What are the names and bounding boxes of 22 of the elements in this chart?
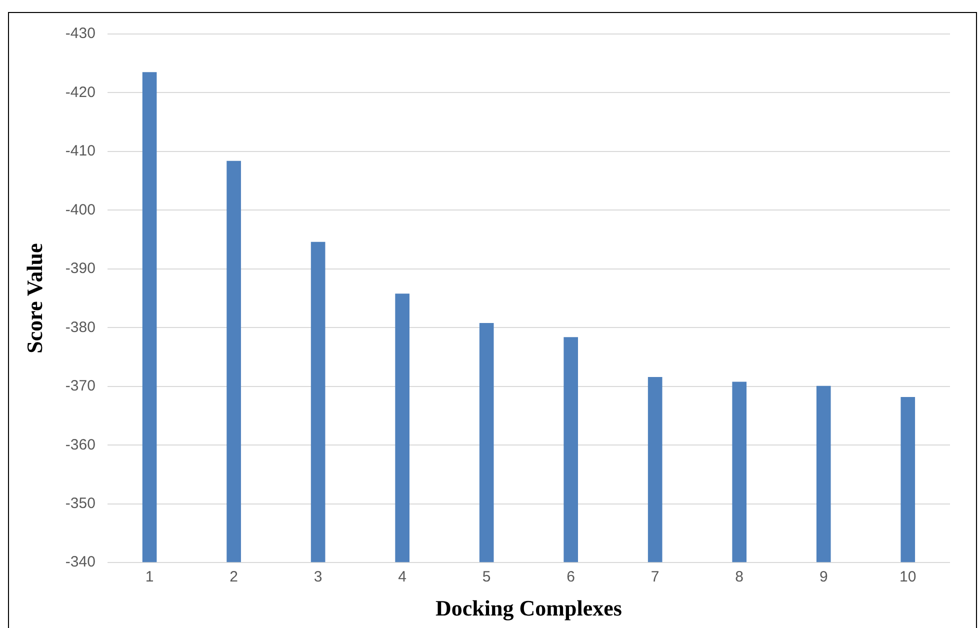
- x-tick-label: 10: [900, 568, 916, 586]
- x-tick-label: 6: [566, 568, 576, 586]
- x-tick-label: 1: [145, 568, 154, 586]
- x-tick-label: 4: [398, 568, 406, 586]
- x-tick-label: 7: [650, 568, 660, 586]
- x-tick-label: 3: [314, 568, 322, 586]
- x-axis-title: Docking Complexes: [436, 595, 622, 620]
- y-tick-label: -360: [65, 436, 96, 454]
- y-tick-label: -390: [65, 260, 96, 278]
- y-tick-label: -340: [65, 554, 96, 571]
- x-tick-label: 9: [819, 568, 828, 586]
- y-tick-label: -400: [65, 201, 96, 218]
- y-tick-label: -420: [65, 84, 96, 101]
- y-tick-label: -370: [65, 378, 96, 395]
- x-tick-label: 2: [230, 568, 238, 586]
- y-tick-label: -350: [65, 495, 96, 512]
- x-tick-label: 5: [482, 568, 491, 586]
- y-tick-label: -430: [65, 25, 96, 42]
- y-tick-label: -380: [65, 318, 96, 336]
- x-tick-label: 8: [735, 568, 744, 586]
- y-tick-label: -410: [65, 142, 96, 160]
- y-axis-title: Score Value: [22, 242, 47, 354]
